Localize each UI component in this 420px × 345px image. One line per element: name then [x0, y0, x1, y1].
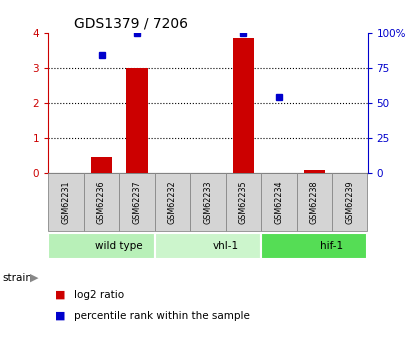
Text: GSM62237: GSM62237	[132, 180, 142, 224]
Text: GSM62232: GSM62232	[168, 180, 177, 224]
Bar	[233, 38, 254, 173]
Text: GSM62239: GSM62239	[345, 180, 354, 224]
Text: GSM62236: GSM62236	[97, 180, 106, 224]
Bar	[190, 173, 226, 231]
Bar	[84, 173, 119, 231]
Bar	[48, 233, 155, 259]
Bar	[155, 173, 190, 231]
Bar	[91, 157, 112, 173]
Text: wild type: wild type	[95, 241, 143, 251]
Text: vhl-1: vhl-1	[213, 241, 239, 251]
Bar	[261, 233, 368, 259]
Text: GSM62233: GSM62233	[203, 180, 213, 224]
Text: GDS1379 / 7206: GDS1379 / 7206	[74, 16, 188, 30]
Bar	[126, 68, 147, 173]
Bar	[48, 173, 84, 231]
Bar	[332, 173, 368, 231]
Text: ■: ■	[55, 311, 65, 321]
Text: strain: strain	[2, 273, 32, 283]
Bar	[226, 173, 261, 231]
Text: hif-1: hif-1	[320, 241, 344, 251]
Text: GSM62238: GSM62238	[310, 180, 319, 224]
Text: GSM62234: GSM62234	[274, 180, 284, 224]
Text: percentile rank within the sample: percentile rank within the sample	[74, 311, 249, 321]
Bar	[119, 173, 155, 231]
Text: log2 ratio: log2 ratio	[74, 290, 123, 300]
Text: ■: ■	[55, 290, 65, 300]
Text: ▶: ▶	[30, 273, 39, 283]
Bar	[297, 173, 332, 231]
Bar	[155, 233, 261, 259]
Bar	[261, 173, 297, 231]
Text: GSM62231: GSM62231	[62, 180, 71, 224]
Bar	[304, 170, 325, 173]
Text: GSM62235: GSM62235	[239, 180, 248, 224]
